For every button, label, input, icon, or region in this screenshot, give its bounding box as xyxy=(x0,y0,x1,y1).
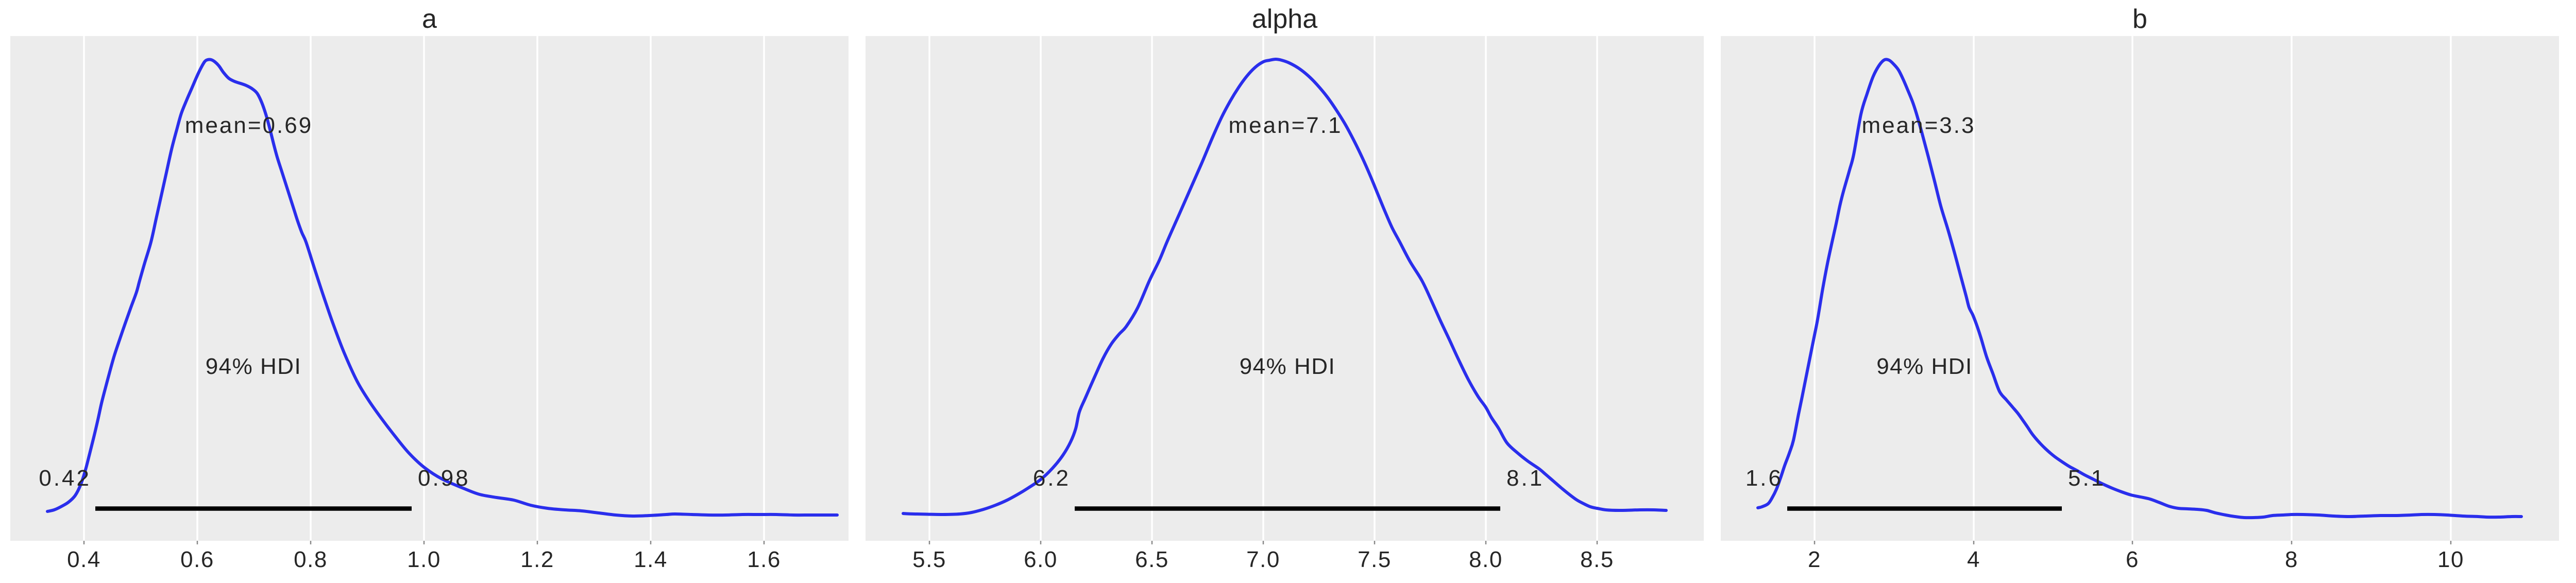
svg-text:1.6: 1.6 xyxy=(747,547,781,572)
svg-text:10: 10 xyxy=(2437,547,2464,572)
svg-text:6.5: 6.5 xyxy=(1135,547,1169,572)
svg-text:b: b xyxy=(2132,4,2147,34)
svg-text:94% HDI: 94% HDI xyxy=(1240,354,1336,379)
svg-text:6.0: 6.0 xyxy=(1024,547,1058,572)
svg-text:a: a xyxy=(422,4,437,34)
svg-text:1.4: 1.4 xyxy=(634,547,668,572)
svg-text:2: 2 xyxy=(1808,547,1821,572)
svg-text:6.2: 6.2 xyxy=(1033,466,1071,491)
svg-text:0.6: 0.6 xyxy=(180,547,214,572)
svg-text:0.4: 0.4 xyxy=(67,547,101,572)
svg-text:94% HDI: 94% HDI xyxy=(206,354,302,379)
svg-text:5.5: 5.5 xyxy=(912,547,946,572)
svg-text:1.6: 1.6 xyxy=(1745,466,1783,491)
svg-text:0.42: 0.42 xyxy=(39,466,91,491)
svg-text:mean=0.69: mean=0.69 xyxy=(185,113,313,138)
svg-text:8.0: 8.0 xyxy=(1469,547,1503,572)
svg-text:1.0: 1.0 xyxy=(407,547,441,572)
svg-text:0.8: 0.8 xyxy=(294,547,328,572)
svg-text:8.5: 8.5 xyxy=(1580,547,1614,572)
svg-text:8.1: 8.1 xyxy=(1506,466,1544,491)
svg-text:1.2: 1.2 xyxy=(520,547,554,572)
svg-text:7.5: 7.5 xyxy=(1358,547,1392,572)
svg-text:5.1: 5.1 xyxy=(2068,466,2106,491)
svg-text:6: 6 xyxy=(2126,547,2139,572)
svg-text:7.0: 7.0 xyxy=(1246,547,1280,572)
svg-text:alpha: alpha xyxy=(1252,4,1317,34)
svg-text:4: 4 xyxy=(1967,547,1980,572)
svg-text:mean=7.1: mean=7.1 xyxy=(1229,113,1343,138)
svg-text:8: 8 xyxy=(2285,547,2298,572)
svg-text:0.98: 0.98 xyxy=(418,466,470,491)
svg-text:94% HDI: 94% HDI xyxy=(1876,354,1973,379)
svg-text:mean=3.3: mean=3.3 xyxy=(1862,113,1976,138)
